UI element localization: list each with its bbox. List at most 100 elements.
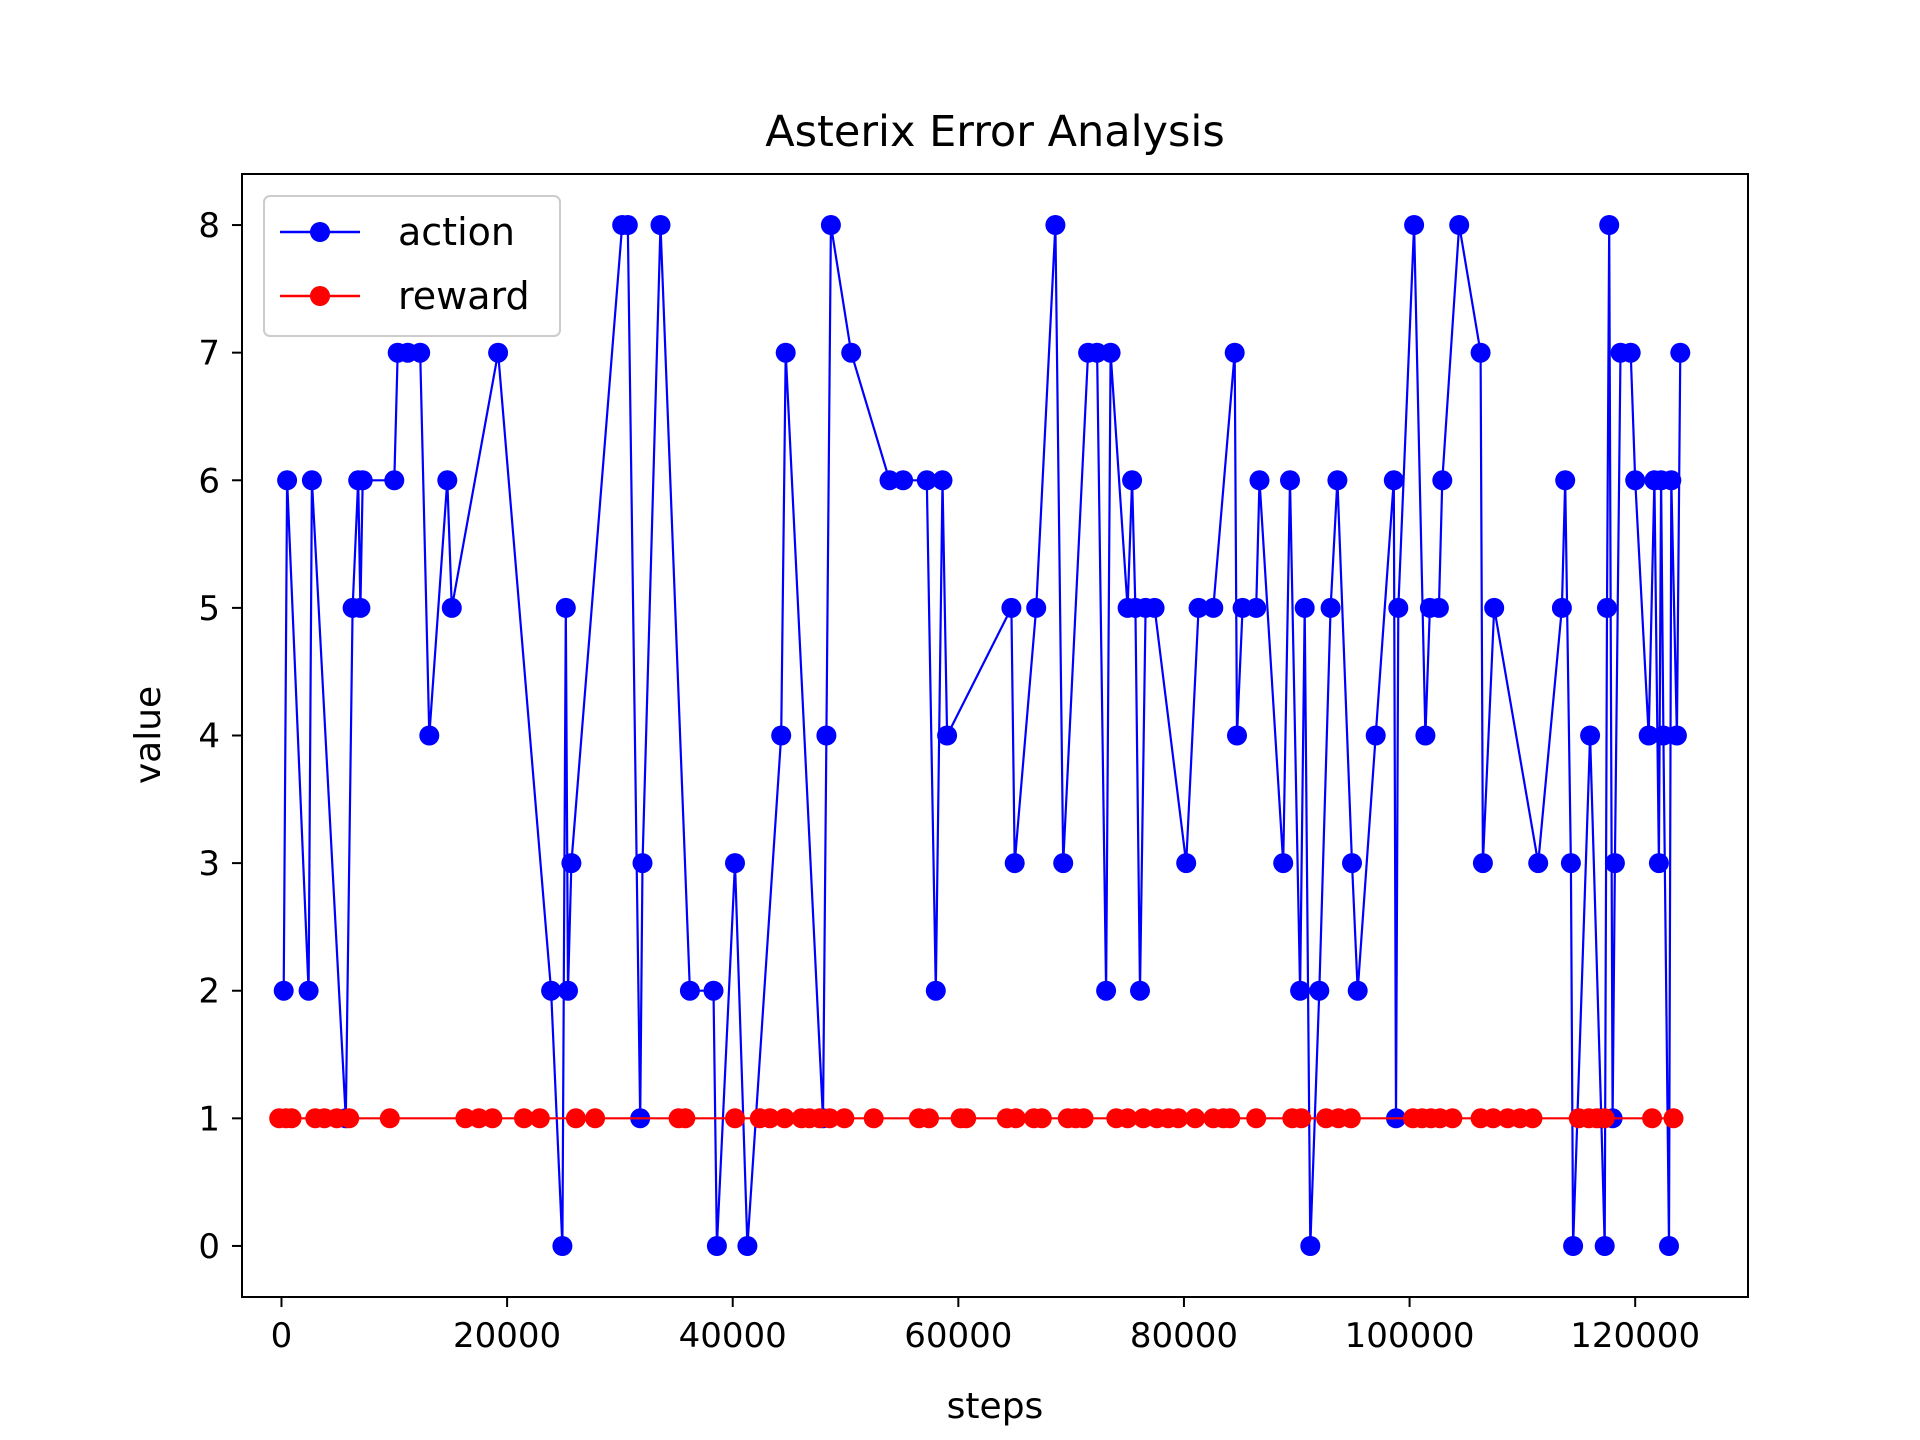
- legend-marker-action: [310, 222, 330, 242]
- series-layer: [269, 215, 1691, 1256]
- data-point-action: [352, 470, 373, 491]
- data-point-action: [1415, 725, 1436, 746]
- data-point-action: [561, 853, 582, 874]
- data-point-action: [1347, 980, 1368, 1001]
- data-point-action: [1365, 725, 1386, 746]
- data-point-action: [1594, 1236, 1615, 1256]
- data-point-action: [1122, 470, 1143, 491]
- data-point-action: [277, 470, 298, 491]
- data-point-action: [350, 597, 371, 618]
- data-point-reward: [1117, 1108, 1138, 1129]
- data-point-action: [1130, 980, 1150, 1001]
- x-tick-label: 0: [271, 1316, 293, 1356]
- data-point-reward: [1246, 1108, 1267, 1129]
- data-point-action: [1555, 470, 1576, 491]
- data-point-reward: [863, 1108, 884, 1129]
- data-point-action: [820, 215, 841, 235]
- data-point-reward: [585, 1108, 606, 1129]
- data-point-action: [706, 1236, 727, 1256]
- data-point-action: [1053, 853, 1074, 874]
- data-point-action: [841, 342, 862, 363]
- data-point-action: [1528, 853, 1549, 874]
- legend: action reward: [263, 195, 561, 337]
- data-point-reward: [675, 1108, 696, 1129]
- data-point-action: [1224, 342, 1245, 363]
- x-axis-title: steps: [947, 1386, 1044, 1427]
- data-point-reward: [1642, 1108, 1663, 1129]
- data-point-action: [1666, 725, 1687, 746]
- legend-label-action: action: [398, 210, 515, 254]
- data-point-action: [737, 1236, 758, 1256]
- data-point-reward: [1594, 1108, 1615, 1129]
- data-point-reward: [725, 1108, 745, 1129]
- data-point-action: [1638, 725, 1659, 746]
- data-point-reward: [1220, 1108, 1241, 1129]
- data-point-action: [441, 597, 462, 618]
- data-point-reward: [1005, 1108, 1026, 1129]
- data-point-action: [1203, 597, 1224, 618]
- data-point-action: [1428, 597, 1449, 618]
- data-point-action: [1327, 470, 1348, 491]
- data-point-action: [1472, 853, 1493, 874]
- x-tick-label: 120000: [1570, 1316, 1700, 1356]
- data-point-action: [632, 853, 653, 874]
- data-point-action: [541, 980, 562, 1001]
- data-point-reward: [759, 1108, 780, 1129]
- data-point-action: [1294, 597, 1315, 618]
- plot-area: [242, 174, 1748, 1297]
- data-point-action: [1096, 980, 1117, 1001]
- data-point-reward: [1031, 1108, 1052, 1129]
- data-point-action: [916, 470, 937, 491]
- data-point-action: [1188, 597, 1209, 618]
- data-point-action: [1551, 597, 1572, 618]
- y-tick-label: 1: [198, 1099, 220, 1139]
- data-point-action: [1648, 853, 1669, 874]
- data-point-action: [1280, 470, 1300, 491]
- data-point-action: [273, 980, 294, 1001]
- data-point-action: [1342, 853, 1362, 874]
- data-point-action: [1026, 597, 1047, 618]
- data-point-action: [1432, 470, 1453, 491]
- data-point-action: [437, 470, 458, 491]
- data-point-action: [650, 215, 671, 235]
- data-point-action: [1599, 215, 1620, 235]
- legend-marker-reward: [310, 286, 330, 306]
- x-tick-label: 40000: [679, 1316, 787, 1356]
- data-point-action: [1001, 597, 1022, 618]
- data-point-reward: [1168, 1108, 1189, 1129]
- data-point-action: [1249, 470, 1270, 491]
- data-point-action: [1659, 1236, 1679, 1256]
- data-point-action: [384, 470, 405, 491]
- data-point-reward: [819, 1108, 840, 1129]
- data-point-action: [1484, 597, 1505, 618]
- data-point-action: [775, 342, 796, 363]
- data-point-action: [1320, 597, 1341, 618]
- data-point-action: [552, 1236, 573, 1256]
- series-line-action: [282, 223, 1682, 1248]
- y-tick-label: 3: [198, 844, 220, 884]
- data-point-action: [488, 342, 509, 363]
- data-point-action: [1246, 597, 1267, 618]
- y-axis-title: value: [128, 686, 169, 784]
- data-point-action: [1309, 980, 1330, 1001]
- data-point-reward: [1291, 1108, 1312, 1129]
- y-tick-label: 8: [198, 206, 220, 246]
- data-point-action: [703, 980, 724, 1001]
- data-point-action: [1383, 470, 1404, 491]
- data-point-action: [301, 470, 322, 491]
- y-tick-label: 6: [198, 461, 220, 501]
- data-point-reward: [919, 1108, 939, 1129]
- data-point-action: [1176, 853, 1197, 874]
- data-point-reward: [1442, 1108, 1463, 1129]
- data-point-action: [1404, 215, 1425, 235]
- data-point-reward: [281, 1108, 302, 1129]
- x-tick-label: 20000: [453, 1316, 561, 1356]
- data-point-reward: [514, 1108, 534, 1129]
- data-point-action: [419, 725, 440, 746]
- data-point-action: [298, 980, 319, 1001]
- y-tick-label: 5: [198, 589, 220, 629]
- y-axis: 0 1 2 3 4 5 6 7 8: [198, 206, 242, 1267]
- y-tick-label: 4: [198, 717, 220, 757]
- y-tick-label: 0: [198, 1227, 220, 1267]
